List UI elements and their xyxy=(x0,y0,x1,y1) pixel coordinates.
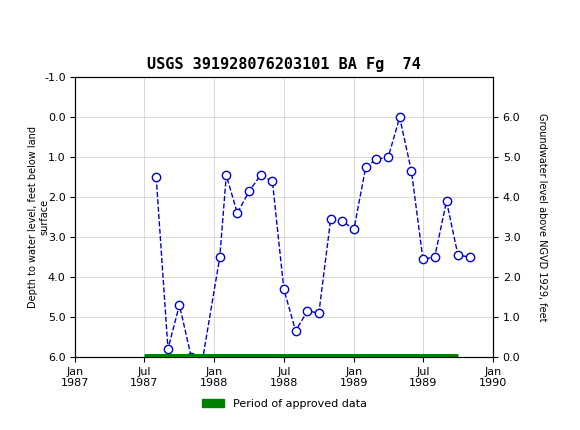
Title: USGS 391928076203101 BA Fg  74: USGS 391928076203101 BA Fg 74 xyxy=(147,57,421,72)
Y-axis label: Groundwater level above NGVD 1929, feet: Groundwater level above NGVD 1929, feet xyxy=(537,113,547,321)
Y-axis label: Depth to water level, feet below land
surface: Depth to water level, feet below land su… xyxy=(28,126,49,308)
Text: ╳USGS: ╳USGS xyxy=(6,15,60,36)
Legend: Period of approved data: Period of approved data xyxy=(197,395,371,414)
